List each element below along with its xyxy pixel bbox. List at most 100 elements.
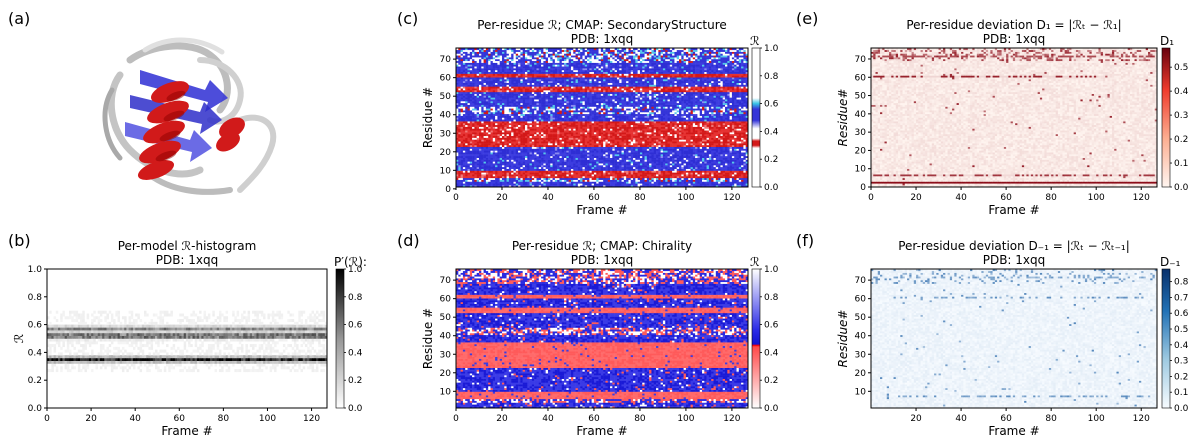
heatmap-cell xyxy=(285,336,287,339)
heatmap-cell xyxy=(635,172,638,174)
heatmap-cell xyxy=(502,180,505,182)
heatmap-cell xyxy=(204,352,206,355)
heatmap-cell xyxy=(76,339,78,342)
heatmap-cell xyxy=(239,327,241,330)
heatmap-cell xyxy=(635,178,638,180)
heatmap-cell xyxy=(212,336,214,339)
heatmap-cell xyxy=(124,319,126,322)
heatmap-cell xyxy=(270,330,272,333)
heatmap-cell xyxy=(296,330,298,333)
heatmap-cell xyxy=(536,172,539,174)
heatmap-cell xyxy=(555,176,558,178)
heatmap-cell xyxy=(298,311,300,314)
heatmap-cell xyxy=(69,327,71,330)
heatmap-cell xyxy=(184,344,186,347)
heatmap-cell xyxy=(217,325,219,328)
heatmap-cell xyxy=(622,180,625,182)
heatmap-cell xyxy=(571,178,574,180)
heatmap-cell xyxy=(89,344,91,347)
heatmap-cell xyxy=(628,174,631,176)
heatmap-cell xyxy=(601,180,604,182)
heatmap-cell xyxy=(166,336,168,339)
heatmap-cell xyxy=(155,339,157,342)
heatmap-cell xyxy=(208,339,210,342)
heatmap-cell xyxy=(661,180,664,182)
heatmap-cell xyxy=(120,330,122,333)
heatmap-cell xyxy=(120,350,122,353)
heatmap-cell xyxy=(539,172,542,174)
heatmap-cell xyxy=(71,358,73,361)
heatmap-cell xyxy=(164,327,166,330)
heatmap-cell xyxy=(199,327,201,330)
heatmap-cell xyxy=(645,171,648,173)
heatmap-cell xyxy=(318,350,320,353)
heatmap-cell xyxy=(739,178,742,180)
heatmap-cell xyxy=(309,313,311,316)
heatmap-cell xyxy=(243,325,245,328)
heatmap-cell xyxy=(208,344,210,347)
heatmap-cell xyxy=(283,366,285,369)
heatmap-cell xyxy=(270,361,272,364)
heatmap-cell xyxy=(197,361,199,364)
heatmap-cell xyxy=(259,344,261,347)
heatmap-cell xyxy=(309,325,311,328)
heatmap-cell xyxy=(98,327,100,330)
heatmap-cell xyxy=(248,336,250,339)
heatmap-cell xyxy=(248,355,250,358)
heatmap-cell xyxy=(80,333,82,336)
heatmap-cell xyxy=(265,325,267,328)
heatmap-cell xyxy=(309,327,311,330)
heatmap-cell xyxy=(296,355,298,358)
heatmap-cell xyxy=(490,180,493,182)
heatmap-cell xyxy=(142,361,144,364)
heatmap-cell xyxy=(131,352,133,355)
heatmap-cell xyxy=(104,350,106,353)
heatmap-cell xyxy=(175,358,177,361)
heatmap-cell xyxy=(578,174,581,176)
colorbar-tick-label: 0.0 xyxy=(348,404,363,414)
heatmap-cell xyxy=(711,178,714,180)
heatmap-cell xyxy=(217,344,219,347)
heatmap-cell xyxy=(665,182,668,184)
heatmap-cell xyxy=(58,333,60,336)
heatmap-cell xyxy=(267,341,269,344)
heatmap-cell xyxy=(84,322,86,325)
heatmap-cell xyxy=(256,350,258,353)
heatmap-cell xyxy=(173,336,175,339)
heatmap-cell xyxy=(272,313,274,316)
heatmap-cell xyxy=(215,319,217,322)
heatmap-cell xyxy=(693,174,696,176)
heatmap-cell xyxy=(603,182,606,184)
heatmap-cell xyxy=(206,333,208,336)
heatmap-cell xyxy=(697,176,700,178)
heatmap-cell xyxy=(230,355,232,358)
heatmap-cell xyxy=(290,361,292,364)
heatmap-cell xyxy=(463,169,466,171)
heatmap-cell xyxy=(279,313,281,316)
heatmap-cell xyxy=(267,330,269,333)
heatmap-cell xyxy=(76,333,78,336)
heatmap-cell xyxy=(495,171,498,173)
heatmap-cell xyxy=(642,171,645,173)
heatmap-cell xyxy=(168,369,170,372)
heatmap-cell xyxy=(559,182,562,184)
heatmap-cell xyxy=(91,361,93,364)
heatmap-cell xyxy=(212,330,214,333)
heatmap-cell xyxy=(718,176,721,178)
heatmap-cell xyxy=(159,327,161,330)
heatmap-cell xyxy=(513,180,516,182)
heatmap-cell xyxy=(219,352,221,355)
heatmap-cell xyxy=(177,361,179,364)
heatmap-cell xyxy=(312,325,314,328)
heatmap-cell xyxy=(296,333,298,336)
heatmap-cell xyxy=(146,361,148,364)
heatmap-cell xyxy=(281,336,283,339)
heatmap-cell xyxy=(691,182,694,184)
heatmap-cell xyxy=(665,180,668,182)
heatmap-cell xyxy=(290,358,292,361)
heatmap-cell xyxy=(270,325,272,328)
heatmap-cell xyxy=(677,171,680,173)
heatmap-cell xyxy=(157,316,159,319)
heatmap-cell xyxy=(553,176,556,178)
heatmap-cell xyxy=(186,319,188,322)
